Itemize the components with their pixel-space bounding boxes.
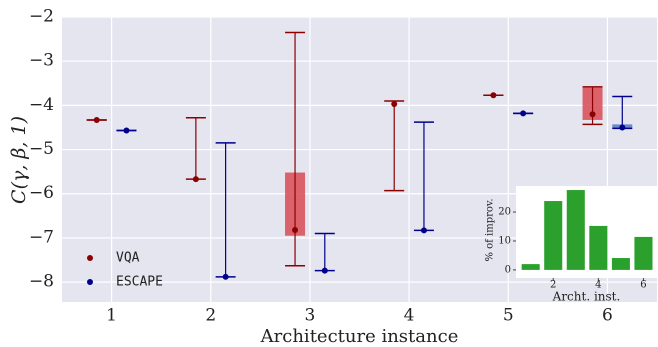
bar: [521, 264, 540, 270]
bar: [634, 236, 653, 270]
mean-point: [93, 116, 100, 123]
inset-plot: 0 10 20 2 4 6 Archt. inst. % of improv.: [485, 190, 653, 304]
mean-point: [520, 110, 527, 117]
y-tick-label: −6: [29, 183, 54, 203]
x-axis-label: Archt. inst.: [552, 290, 621, 304]
x-tick-label: 2: [205, 306, 216, 326]
x-tick-label: 4: [404, 306, 415, 326]
legend-label: ESCAPE: [116, 275, 163, 290]
mean-point: [321, 267, 328, 274]
main-plot: −8 −7 −6 −5 −4 −3 −2 1 2 3 4 5 6 Architecture instanc…: [8, 7, 657, 347]
y-tick-label: 0: [505, 264, 511, 275]
mean-point: [490, 92, 497, 99]
y-axis-label: C(γ, β, 1): [8, 116, 30, 204]
x-tick-label: 5: [503, 306, 514, 326]
x-tick-label: 1: [106, 306, 117, 326]
mean-point: [192, 176, 199, 183]
bar: [544, 201, 563, 270]
y-axis-label: % of improv.: [485, 198, 496, 261]
mean-point: [222, 273, 229, 280]
legend-label: VQA: [116, 251, 140, 266]
y-tick-label: −3: [29, 51, 54, 71]
y-tick-label: −2: [29, 7, 54, 27]
x-tick-label: 6: [602, 306, 613, 326]
x-tick-label: 2: [550, 280, 556, 291]
bar: [589, 225, 608, 270]
y-tick-label: −5: [29, 139, 54, 159]
mean-point: [619, 124, 626, 131]
inset-area: [516, 186, 657, 278]
x-tick-label: 4: [595, 280, 601, 291]
mean-point: [420, 227, 427, 234]
x-tick-label: 6: [640, 280, 646, 291]
mean-point: [292, 226, 299, 233]
mean-point: [589, 111, 596, 118]
mean-point: [123, 127, 130, 134]
legend-marker: [87, 279, 93, 285]
y-tick-label: 10: [498, 235, 511, 246]
y-tick-label: −8: [29, 272, 54, 292]
legend-marker: [87, 255, 93, 261]
mean-point: [391, 101, 398, 108]
bar: [611, 258, 630, 270]
bar: [566, 190, 585, 270]
y-tick-label: −7: [29, 227, 54, 247]
x-axis-label: Architecture instance: [260, 326, 459, 347]
y-tick-label: 20: [498, 207, 511, 218]
x-tick-label: 3: [305, 306, 316, 326]
y-tick-label: −4: [29, 95, 54, 115]
